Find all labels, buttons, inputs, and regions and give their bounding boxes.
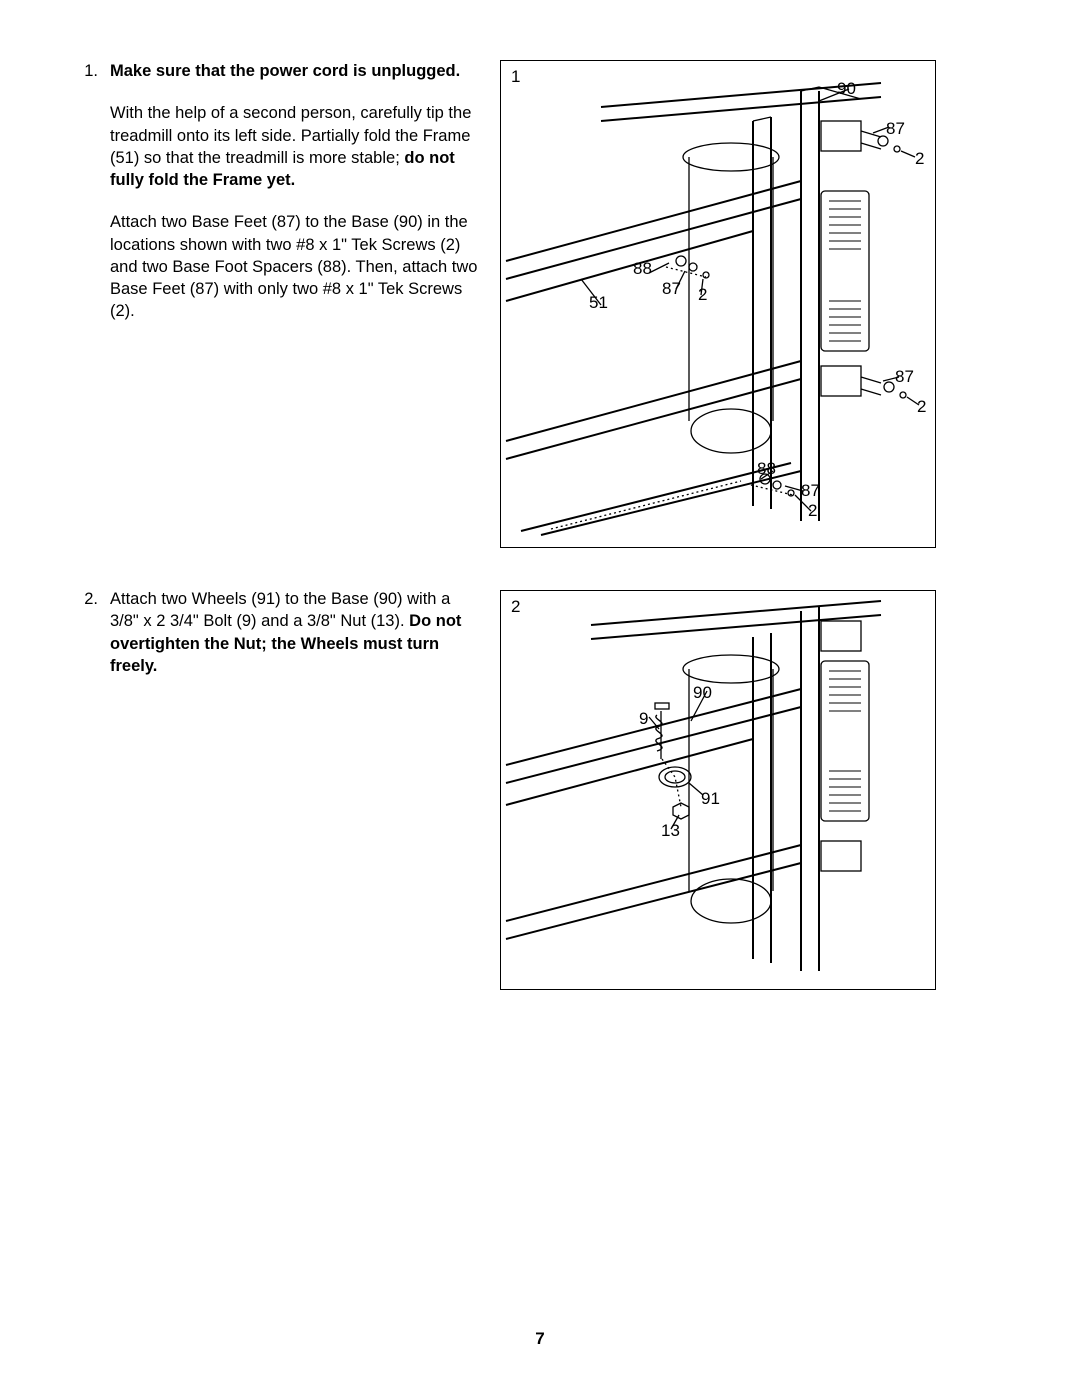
- callout: 13: [661, 821, 680, 841]
- diagram-1-number: 1: [511, 67, 520, 87]
- step-2-number: 2.: [80, 588, 98, 697]
- step-1-para-3: Attach two Base Feet (87) to the Base (9…: [110, 211, 480, 322]
- callout: 87: [801, 481, 820, 501]
- diagram-2: 2: [500, 590, 936, 990]
- callout: 87: [895, 367, 914, 387]
- step-2-body: Attach two Wheels (91) to the Base (90) …: [110, 588, 480, 697]
- step-1-number: 1.: [80, 60, 98, 343]
- step-1-text: 1. Make sure that the power cord is unpl…: [80, 60, 480, 343]
- text-bold: Make sure that the power cord is unplugg…: [110, 62, 460, 80]
- page-number: 7: [535, 1329, 544, 1349]
- callout: 51: [589, 293, 608, 313]
- diagram-1: 1: [500, 60, 936, 548]
- callout: 88: [757, 459, 776, 479]
- callout: 88: [633, 259, 652, 279]
- step-1-para-1: Make sure that the power cord is unplugg…: [110, 60, 480, 82]
- step-2: 2. Attach two Wheels (91) to the Base (9…: [80, 588, 1000, 990]
- callout: 2: [915, 149, 924, 169]
- callout: 90: [693, 683, 712, 703]
- callout: 87: [886, 119, 905, 139]
- callout: 2: [917, 397, 926, 417]
- step-1-para-2: With the help of a second person, carefu…: [110, 102, 480, 191]
- callout: 90: [837, 79, 856, 99]
- step-2-text: 2. Attach two Wheels (91) to the Base (9…: [80, 588, 480, 697]
- step-1-body: Make sure that the power cord is unplugg…: [110, 60, 480, 343]
- text: Attach two Base Feet (87) to the Base (9…: [110, 213, 477, 320]
- page: 1. Make sure that the power cord is unpl…: [0, 0, 1080, 1397]
- diagram-1-svg: [501, 61, 933, 545]
- callout: 87: [662, 279, 681, 299]
- step-1: 1. Make sure that the power cord is unpl…: [80, 60, 1000, 548]
- callout: 91: [701, 789, 720, 809]
- callout: 2: [808, 501, 817, 521]
- text: Attach two Wheels (91) to the Base (90) …: [110, 590, 450, 630]
- step-2-para-1: Attach two Wheels (91) to the Base (90) …: [110, 588, 480, 677]
- diagram-2-number: 2: [511, 597, 520, 617]
- callout: 9: [639, 709, 648, 729]
- callout: 2: [698, 285, 707, 305]
